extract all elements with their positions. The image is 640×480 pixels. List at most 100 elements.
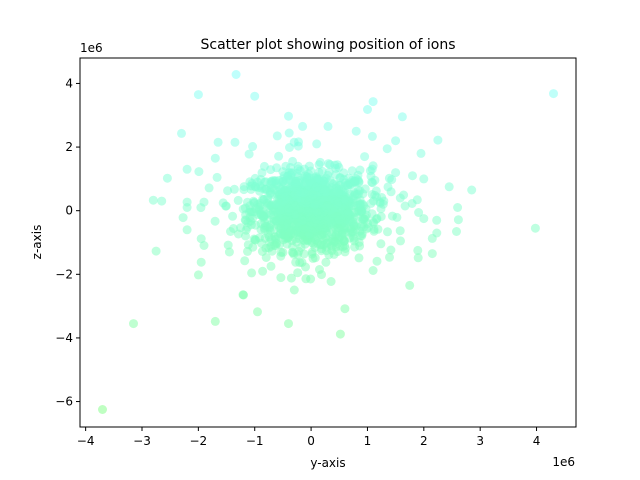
x-tick-label: 4 (533, 434, 541, 448)
data-point (240, 256, 250, 266)
data-point (289, 137, 299, 147)
data-point (244, 149, 254, 159)
data-point (196, 234, 206, 244)
data-point (355, 241, 365, 251)
data-point (294, 246, 304, 256)
data-point (413, 253, 423, 263)
data-point (340, 304, 350, 314)
data-point (363, 105, 372, 114)
data-point (284, 128, 294, 138)
data-point (229, 184, 239, 194)
plot-area-frame (79, 57, 577, 428)
data-point (182, 164, 192, 174)
data-point (530, 223, 540, 233)
data-point (287, 236, 297, 246)
data-point (293, 161, 303, 171)
data-point (343, 208, 353, 218)
y-axis-label: z-axis (30, 225, 44, 260)
x-axis-ticks: −4 −3 −2 −1 0 1 2 3 4 (77, 427, 541, 448)
data-point (329, 195, 339, 205)
data-point (253, 307, 262, 317)
data-point (274, 151, 284, 161)
data-point (279, 171, 289, 181)
data-point (367, 131, 377, 141)
data-point (266, 261, 276, 271)
data-point (363, 223, 373, 232)
data-point (334, 215, 344, 225)
data-point (416, 148, 426, 158)
data-point (254, 202, 264, 212)
y-tick-label: −4 (55, 331, 73, 345)
data-point (245, 201, 255, 211)
data-point (333, 223, 343, 233)
data-point (300, 236, 310, 246)
data-point (386, 187, 396, 197)
data-point (452, 227, 461, 236)
data-point (337, 230, 347, 240)
data-point (204, 183, 214, 193)
data-point (284, 319, 293, 329)
data-point (427, 233, 437, 243)
x-tick-label: −2 (190, 434, 208, 448)
data-point (354, 253, 364, 263)
data-point (255, 233, 264, 243)
data-point (226, 227, 235, 236)
data-point (291, 178, 300, 188)
data-point (414, 208, 424, 217)
data-point (293, 268, 303, 278)
data-point (266, 165, 276, 175)
x-tick-label: −3 (133, 434, 151, 448)
data-point (395, 193, 405, 203)
data-point (427, 249, 437, 259)
data-point (286, 273, 296, 283)
data-point (355, 165, 365, 175)
data-point (284, 111, 293, 121)
data-point (261, 243, 271, 253)
data-point (313, 232, 323, 242)
data-point (376, 239, 386, 249)
data-point (182, 225, 192, 235)
data-point (296, 188, 306, 197)
data-point (368, 97, 378, 107)
data-point (306, 274, 316, 284)
data-point (297, 216, 307, 226)
data-point (162, 173, 172, 183)
x-tick-label: −1 (246, 434, 264, 448)
data-point (307, 247, 317, 257)
data-point (199, 197, 209, 207)
data-point (240, 215, 250, 225)
data-point (194, 167, 204, 177)
data-point (323, 121, 333, 131)
data-point (321, 257, 331, 267)
data-point (467, 185, 477, 195)
x-axis-label: y-axis (310, 456, 345, 470)
data-point (243, 240, 253, 250)
data-point (193, 270, 203, 280)
data-point (236, 223, 246, 233)
data-point (193, 90, 203, 100)
data-point (360, 152, 370, 162)
data-point (321, 215, 331, 225)
x-tick-label: 1 (364, 434, 372, 448)
data-point (356, 222, 366, 232)
data-point (348, 217, 358, 226)
data-point (250, 173, 260, 183)
data-point (218, 198, 228, 208)
data-point (317, 166, 327, 176)
data-point (304, 207, 314, 217)
data-point (267, 190, 276, 200)
data-point (397, 112, 407, 122)
y-axis-offset-label: 1e6 (80, 41, 103, 55)
data-point (335, 329, 345, 339)
data-point (444, 182, 454, 192)
data-point (408, 171, 417, 181)
data-point (385, 252, 394, 262)
data-point (391, 168, 401, 178)
data-point (248, 142, 258, 151)
data-point (395, 226, 405, 236)
data-point (256, 210, 266, 220)
data-point (323, 238, 333, 248)
data-point (212, 172, 222, 182)
data-point (148, 195, 158, 205)
data-point (231, 70, 241, 79)
